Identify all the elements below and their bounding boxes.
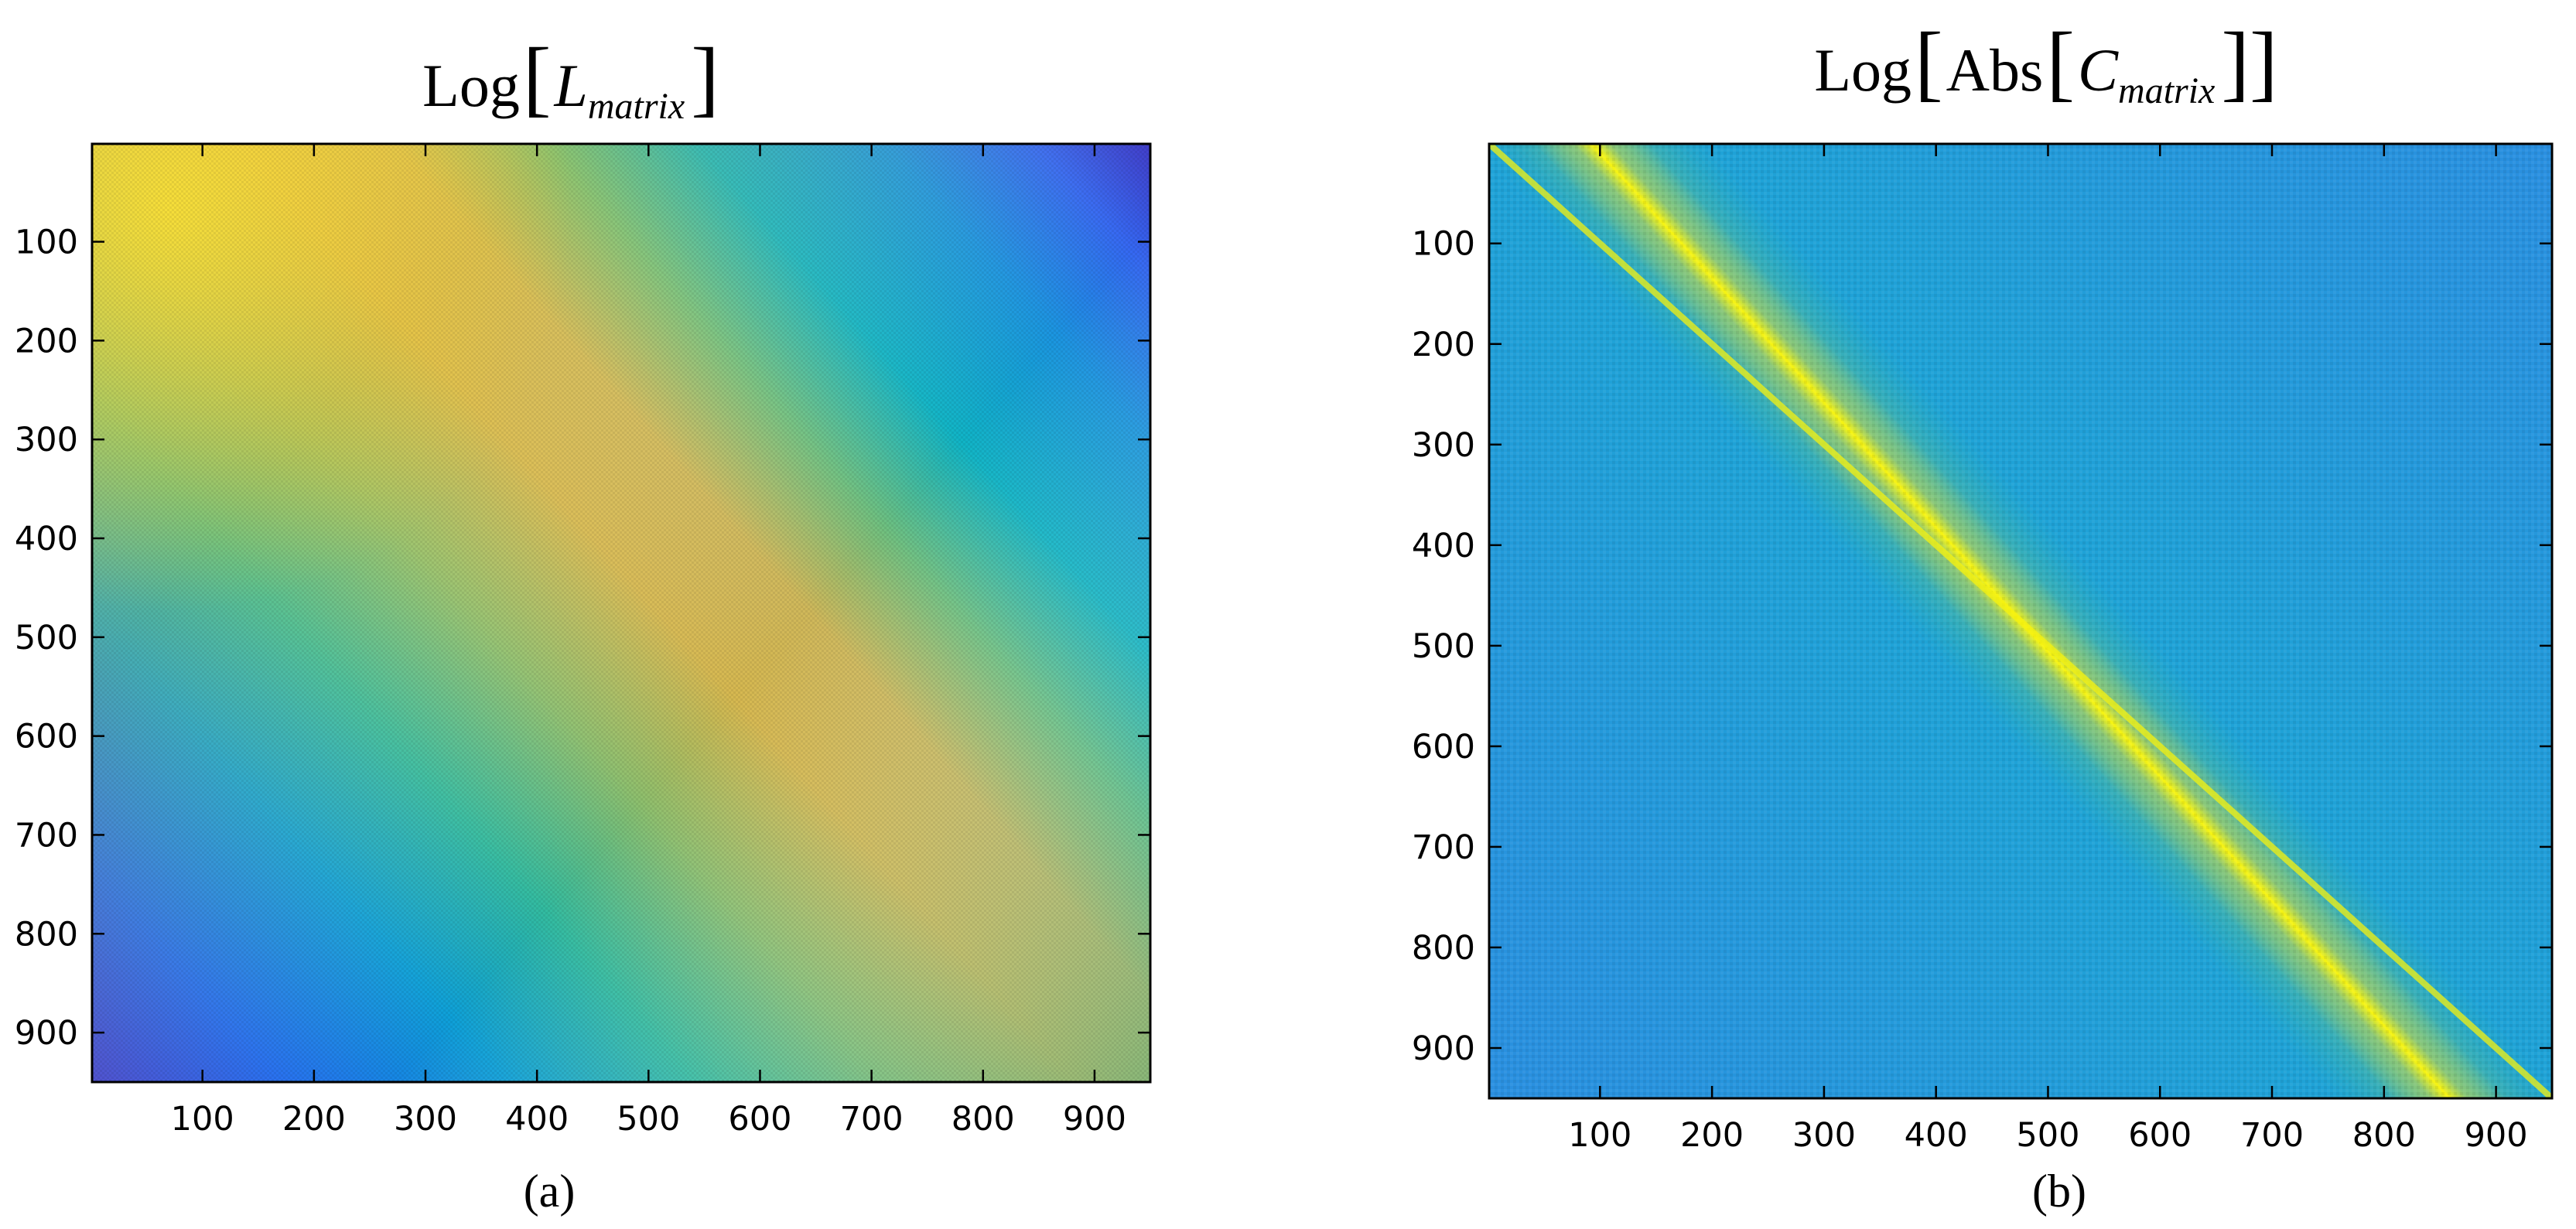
xtick-label-a-900: 900 <box>1063 1100 1126 1139</box>
xtick-label-b-700: 700 <box>2240 1116 2304 1155</box>
title-a-close: ] <box>691 30 719 125</box>
xtick-label-b-800: 800 <box>2352 1116 2416 1155</box>
caption-b: (b) <box>2032 1166 2086 1217</box>
ytick-label-a-900: 900 <box>15 1014 78 1053</box>
ytick-label-a-800: 800 <box>15 915 78 954</box>
ytick-label-b-500: 500 <box>1412 627 1475 666</box>
ytick-label-b-900: 900 <box>1412 1029 1475 1068</box>
title-b-open2: [ <box>2046 15 2075 109</box>
ytick-label-b-200: 200 <box>1412 326 1475 364</box>
ytick-label-b-400: 400 <box>1412 527 1475 565</box>
title-a-symbol: L <box>553 52 587 119</box>
xtick-label-b-600: 600 <box>2128 1116 2192 1155</box>
xtick-label-b-500: 500 <box>2016 1116 2079 1155</box>
heatmap-a-texture <box>92 144 1150 1082</box>
title-b-symbol: C <box>2078 36 2119 104</box>
xtick-label-b-900: 900 <box>2465 1116 2528 1155</box>
xtick-label-a-400: 400 <box>505 1100 569 1139</box>
ytick-label-b-600: 600 <box>1412 728 1475 766</box>
xtick-label-b-300: 300 <box>1792 1116 1856 1155</box>
title-b-subscript: matrix <box>2118 70 2215 111</box>
title-b-abs: Abs <box>1946 36 2044 104</box>
title-b-func: Log <box>1814 36 1912 104</box>
xtick-label-a-300: 300 <box>394 1100 457 1139</box>
xtick-label-b-400: 400 <box>1905 1116 1968 1155</box>
panel-a-heatmap: 100 200 300 400 500 600 700 800 900 100 200 300 400 5… <box>15 30 1152 1217</box>
panel-a-title: Log[Lmatrix] <box>422 30 719 127</box>
ytick-label-a-100: 100 <box>15 224 78 262</box>
axes-a-ticks: 100 200 300 400 500 600 700 800 900 100 200 300 400 5… <box>15 144 1150 1139</box>
title-a-func: Log <box>422 52 520 119</box>
panel-b-heatmap: 100 200 300 400 500 600 700 800 900 100 200 300 400 5… <box>1412 15 2554 1217</box>
ytick-label-a-500: 500 <box>15 619 78 657</box>
axes-b-frame <box>1488 142 2554 1100</box>
title-a-open: [ <box>523 30 552 125</box>
xtick-label-a-500: 500 <box>617 1100 680 1139</box>
ytick-label-a-600: 600 <box>15 718 78 756</box>
ytick-label-b-300: 300 <box>1412 426 1475 465</box>
ytick-label-a-400: 400 <box>15 520 78 558</box>
xtick-label-a-800: 800 <box>951 1100 1015 1139</box>
ytick-label-b-100: 100 <box>1412 225 1475 264</box>
axes-a-frame <box>91 142 1152 1084</box>
xtick-label-a-100: 100 <box>171 1100 234 1139</box>
xtick-label-a-700: 700 <box>840 1100 904 1139</box>
caption-a: (a) <box>524 1166 576 1217</box>
xtick-label-b-100: 100 <box>1568 1116 1631 1155</box>
ytick-label-b-800: 800 <box>1412 929 1475 968</box>
ytick-label-b-700: 700 <box>1412 828 1475 867</box>
title-b-open1: [ <box>1915 15 1943 109</box>
title-a-subscript: matrix <box>588 86 685 127</box>
panel-b-title: Log[Abs[Cmatrix]] <box>1814 15 2277 111</box>
xtick-label-a-600: 600 <box>728 1100 791 1139</box>
ytick-label-a-300: 300 <box>15 421 78 459</box>
axes-b-ticks: 100 200 300 400 500 600 700 800 900 100 200 300 400 5… <box>1412 144 2552 1155</box>
xtick-label-b-200: 200 <box>1680 1116 1744 1155</box>
heatmap-b-diagonal-core <box>1489 144 2552 1098</box>
title-b-close: ]] <box>2221 15 2277 109</box>
xtick-label-a-200: 200 <box>282 1100 346 1139</box>
ytick-label-a-200: 200 <box>15 322 78 360</box>
ytick-label-a-700: 700 <box>15 816 78 855</box>
